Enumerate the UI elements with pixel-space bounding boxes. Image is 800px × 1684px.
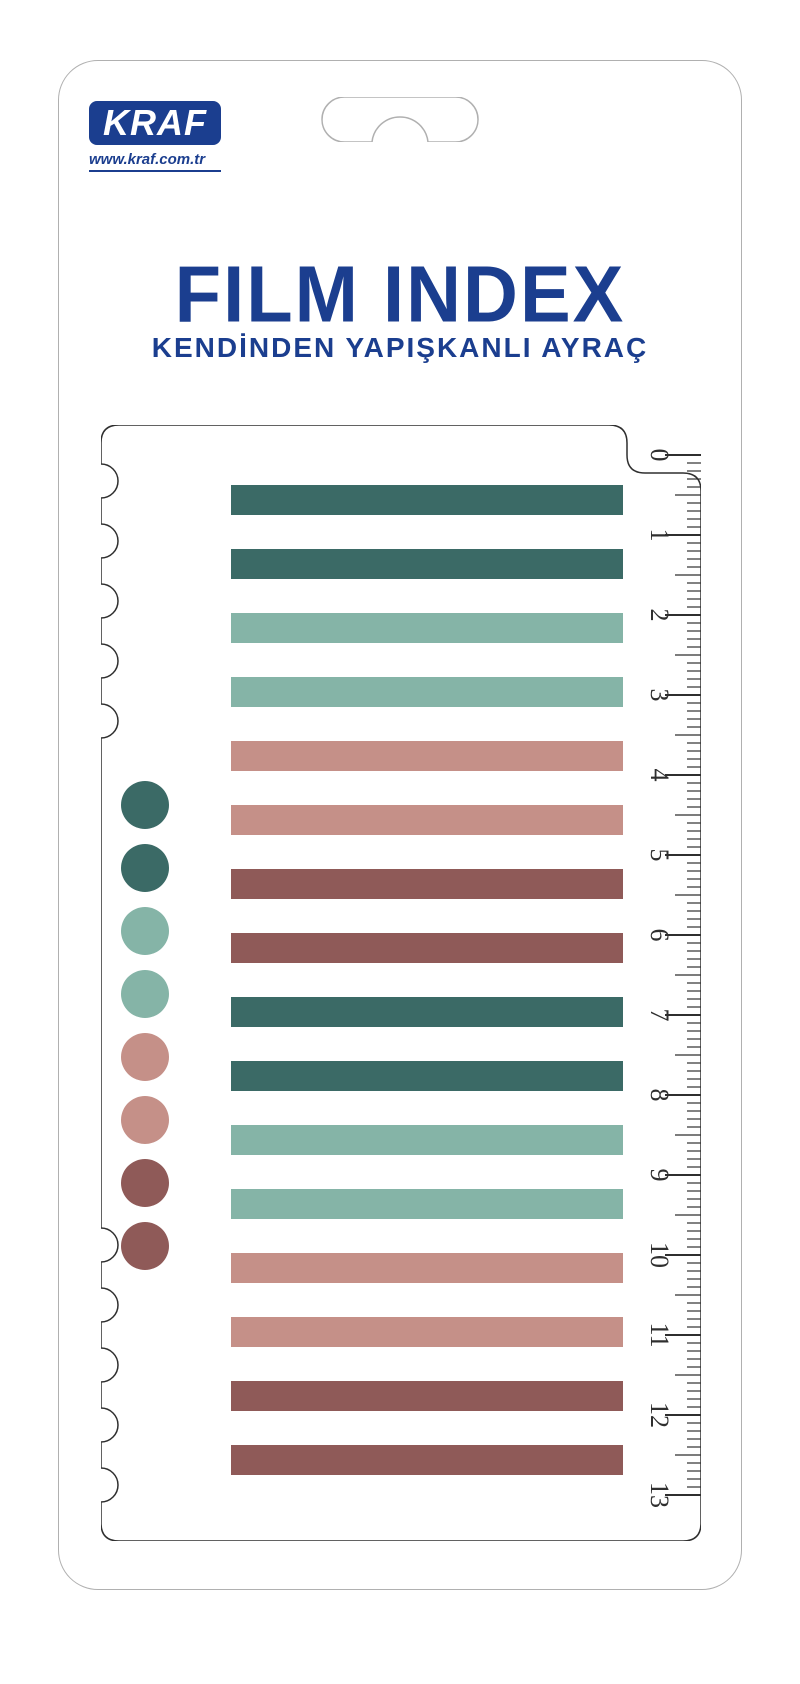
color-dot: [121, 1033, 169, 1081]
ruler-label: 6: [645, 929, 674, 942]
ruler-label: 0: [645, 449, 674, 462]
index-strip: [231, 677, 623, 707]
index-strips: [231, 485, 623, 1475]
color-dots: [121, 781, 169, 1270]
ruler-label: 10: [645, 1242, 674, 1268]
index-strip: [231, 1317, 623, 1347]
packaging-card: KRAF www.kraf.com.tr FILM INDEX KENDİNDE…: [58, 60, 742, 1590]
color-dot: [121, 1222, 169, 1270]
index-strip: [231, 741, 623, 771]
ruler-label: 4: [645, 769, 674, 782]
index-strip: [231, 1381, 623, 1411]
ruler-label: 7: [645, 1009, 674, 1022]
index-strip: [231, 869, 623, 899]
index-strip: [231, 1445, 623, 1475]
ruler-label: 2: [645, 609, 674, 622]
index-strip: [231, 997, 623, 1027]
ruler-label: 3: [645, 689, 674, 702]
color-dot: [121, 781, 169, 829]
hang-hole: [300, 97, 500, 142]
brand-name: KRAF: [103, 102, 207, 143]
index-strip: [231, 613, 623, 643]
index-strip: [231, 1061, 623, 1091]
ruler-label: 11: [645, 1322, 674, 1347]
ruler-label: 8: [645, 1089, 674, 1102]
color-dot: [121, 907, 169, 955]
product-title: FILM INDEX: [59, 249, 741, 340]
color-dot: [121, 970, 169, 1018]
index-strip: [231, 805, 623, 835]
ruler: 012345678910111213: [637, 425, 701, 1541]
ruler-label: 1: [645, 529, 674, 542]
ruler-label: 5: [645, 849, 674, 862]
title-block: FILM INDEX KENDİNDEN YAPIŞKANLI AYRAÇ: [59, 251, 741, 364]
index-strip: [231, 1189, 623, 1219]
ruler-label: 13: [645, 1482, 674, 1508]
brand-logo-block: KRAF www.kraf.com.tr: [89, 101, 221, 172]
brand-logo: KRAF: [89, 101, 221, 145]
index-strip: [231, 549, 623, 579]
color-dot: [121, 1096, 169, 1144]
ruler-label: 12: [645, 1402, 674, 1428]
index-strip: [231, 933, 623, 963]
product-insert: 012345678910111213: [101, 425, 701, 1541]
index-strip: [231, 1253, 623, 1283]
color-dot: [121, 844, 169, 892]
brand-url: www.kraf.com.tr: [89, 151, 221, 172]
color-dot: [121, 1159, 169, 1207]
index-strip: [231, 485, 623, 515]
ruler-label: 9: [645, 1169, 674, 1182]
index-strip: [231, 1125, 623, 1155]
